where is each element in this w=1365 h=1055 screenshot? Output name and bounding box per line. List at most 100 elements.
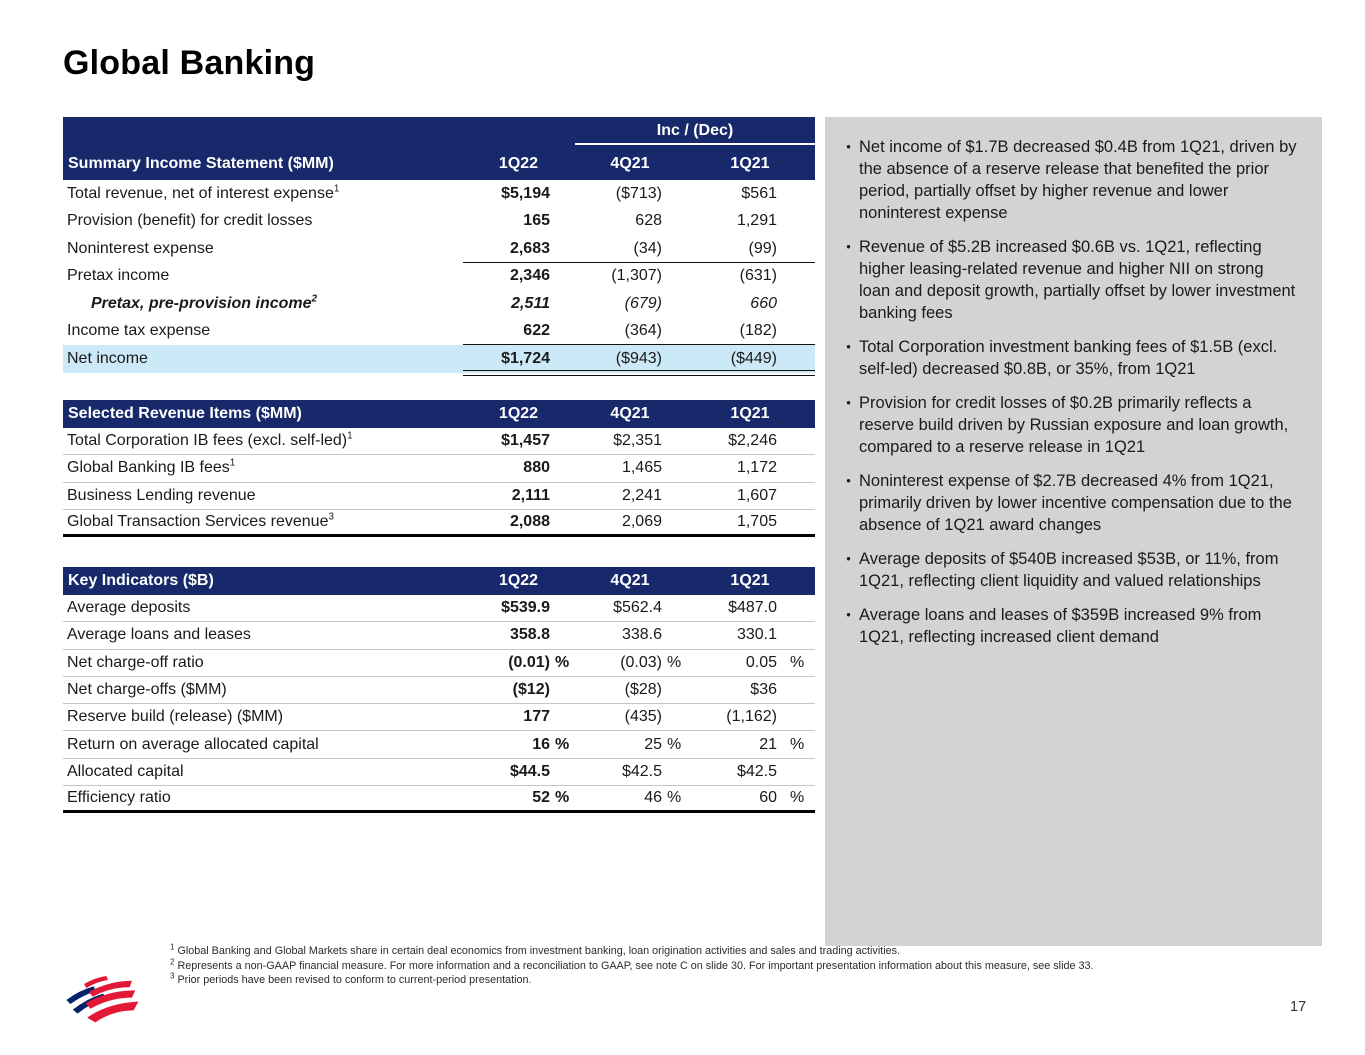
- col-header-1q21: 1Q21: [730, 405, 770, 422]
- summary-table-header: Inc / (Dec) Summary Income Statement ($M…: [63, 117, 815, 180]
- row-label: Pretax, pre-provision income: [91, 294, 312, 312]
- value-4q21: 2,241: [621, 486, 662, 504]
- highlight-bullet: • Provision for credit losses of $0.2B p…: [838, 392, 1298, 458]
- value-1q22: 2,088: [509, 513, 550, 531]
- table-title: Summary Income Statement ($MM): [68, 154, 334, 172]
- row-label: Provision (benefit) for credit losses: [67, 212, 313, 230]
- value-1q22: $5,194: [501, 184, 550, 202]
- row-label: Business Lending revenue: [67, 486, 256, 504]
- footnote-line: 1 Global Banking and Global Markets shar…: [170, 942, 901, 957]
- value-1q22: 622: [523, 322, 550, 340]
- value-1q22: 177: [523, 708, 550, 726]
- value-1q22: 16: [532, 735, 550, 753]
- value-1q22: 2,683: [509, 239, 550, 257]
- highlight-bullet: • Average deposits of $540B increased $5…: [838, 548, 1298, 592]
- footnote-line: 3 Prior periods have been revised to con…: [170, 971, 532, 987]
- table-row: Total Corporation IB fees (excl. self-le…: [63, 428, 815, 456]
- row-label: Average deposits: [67, 599, 191, 617]
- value-4q21: (679): [624, 294, 662, 312]
- table-row: Net charge-offs ($MM) ($12) ($28) $36: [63, 677, 815, 705]
- value-1q22: 165: [523, 212, 550, 230]
- key-indicators-table: Key Indicators ($B) 1Q22 4Q21 1Q21 Avera…: [63, 567, 815, 814]
- value-1q21: 60: [759, 789, 777, 807]
- bullet-text: Noninterest expense of $2.7B decreased 4…: [859, 472, 1292, 534]
- row-label: Global Banking IB fees: [67, 459, 230, 477]
- value-1q21: (182): [739, 322, 777, 340]
- row-label: Allocated capital: [67, 762, 184, 780]
- value-1q21: (631): [739, 267, 777, 285]
- bullet-icon: •: [846, 473, 851, 488]
- value-1q22: $1,724: [501, 349, 550, 367]
- value-1q21: 1,705: [736, 513, 777, 531]
- value-1q22: 2,346: [509, 267, 550, 285]
- table-row: Average deposits $539.9 $562.4 $487.0: [63, 595, 815, 623]
- table-row: Pretax, pre-provision income2 2,511 (679…: [91, 293, 777, 312]
- value-4q21: ($943): [615, 349, 662, 367]
- table-row: Business Lending revenue 2,111 2,241 1,6…: [63, 483, 815, 510]
- bullet-icon: •: [846, 139, 851, 154]
- bullet-icon: •: [846, 239, 851, 254]
- value-1q22: ($12): [512, 681, 550, 699]
- page-number: 17: [1290, 999, 1307, 1015]
- value-4q21: $562.4: [613, 599, 662, 617]
- highlight-bullet: • Revenue of $5.2B increased $0.6B vs. 1…: [838, 236, 1298, 324]
- table-row: Efficiency ratio 52% 46% 60%: [63, 786, 815, 814]
- bullet-icon: •: [846, 551, 851, 566]
- value-4q21: (1,307): [611, 267, 662, 285]
- row-label: Total Corporation IB fees (excl. self-le…: [67, 432, 348, 450]
- bullet-icon: •: [846, 607, 851, 622]
- table-row: Average loans and leases 358.8 338.6 330…: [63, 622, 815, 650]
- row-label: Pretax income: [67, 267, 170, 285]
- value-1q21: ($449): [730, 349, 777, 367]
- value-1q21: (99): [748, 239, 777, 257]
- bullet-text: Total Corporation investment banking fee…: [859, 338, 1278, 378]
- value-4q21: 628: [635, 212, 662, 230]
- table-row: Global Transaction Services revenue3 2,0…: [63, 510, 815, 538]
- value-1q21: $42.5: [736, 762, 777, 780]
- value-1q22: $539.9: [501, 599, 550, 617]
- value-1q22: (0.01): [508, 653, 550, 671]
- value-1q22: 52: [532, 789, 550, 807]
- value-1q22: 2,511: [511, 294, 550, 312]
- row-label: Income tax expense: [67, 322, 211, 340]
- value-4q21: 46: [644, 789, 662, 807]
- value-1q22: $1,457: [501, 432, 550, 450]
- bank-of-america-logo-icon: [66, 976, 139, 1023]
- row-label: Net charge-offs ($MM): [67, 681, 227, 699]
- row-label: Total revenue, net of interest expense: [67, 184, 334, 202]
- row-label: Global Transaction Services revenue: [67, 513, 329, 531]
- row-label: Return on average allocated capital: [67, 735, 319, 753]
- value-1q21: $487.0: [728, 599, 777, 617]
- col-header-4q21: 4Q21: [610, 572, 650, 589]
- table-row: Total revenue, net of interest expense1 …: [63, 180, 815, 208]
- table-row: Noninterest expense 2,683 (34) (99): [63, 235, 815, 263]
- bullet-text: Net income of $1.7B decreased $0.4B from…: [859, 138, 1297, 222]
- table-row: Pretax income 2,346 (1,307) (631): [63, 263, 815, 291]
- col-header-1q22: 1Q22: [498, 154, 539, 172]
- bullet-text: Revenue of $5.2B increased $0.6B vs. 1Q2…: [859, 238, 1296, 322]
- highlights-panel: • Net income of $1.7B decreased $0.4B fr…: [825, 117, 1322, 946]
- highlight-bullet: • Average loans and leases of $359B incr…: [838, 604, 1298, 648]
- footnotes: 1 Global Banking and Global Markets shar…: [170, 942, 1093, 988]
- value-4q21: $2,351: [613, 432, 662, 450]
- revenue-table-header: Selected Revenue Items ($MM) 1Q22 4Q21 1…: [63, 400, 815, 428]
- row-label: Net charge-off ratio: [67, 653, 204, 671]
- value-1q21: $561: [741, 184, 777, 202]
- value-1q21: 0.05: [745, 653, 777, 671]
- col-header-1q22: 1Q22: [498, 405, 539, 422]
- value-1q21: 330.1: [736, 626, 777, 644]
- bullet-text: Provision for credit losses of $0.2B pri…: [859, 394, 1289, 456]
- value-4q21: 338.6: [621, 626, 662, 644]
- col-header-4q21: 4Q21: [610, 154, 650, 172]
- value-1q22: 2,111: [511, 486, 550, 504]
- bullet-icon: •: [846, 395, 851, 410]
- value-1q21: 1,172: [736, 459, 777, 477]
- net-income-row: Net income $1,724 ($943) ($449): [63, 345, 815, 375]
- selected-revenue-items-table: Selected Revenue Items ($MM) 1Q22 4Q21 1…: [63, 400, 815, 538]
- table-row: Net charge-off ratio (0.01)% (0.03)% 0.0…: [63, 650, 815, 677]
- table-title: Selected Revenue Items ($MM): [68, 405, 302, 422]
- value-4q21: $42.5: [621, 762, 662, 780]
- value-1q21: 1,607: [736, 486, 777, 504]
- bullet-text: Average loans and leases of $359B increa…: [859, 606, 1262, 646]
- value-1q22: $44.5: [509, 762, 550, 780]
